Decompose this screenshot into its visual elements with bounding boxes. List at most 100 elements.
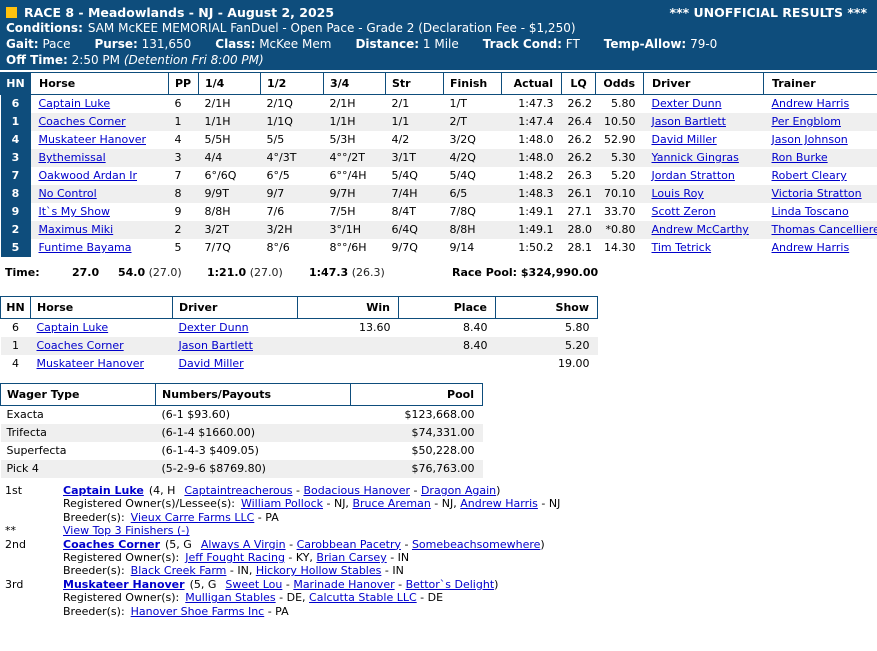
cell-stretch: 1/1 [391,115,410,128]
horse-link[interactable]: Captain Luke [63,484,144,497]
cell-win [298,355,399,373]
cell-odds: 70.10 [604,187,636,200]
separator: - [400,537,412,551]
cell-horse: No Control [31,185,169,203]
horse-link[interactable]: Muskateer Hanover [36,357,145,370]
driver-link[interactable]: Louis Roy [651,187,704,200]
cell-lq: 26.1 [567,187,593,200]
track-cond-label: Track Cond: [482,37,562,51]
dam-link[interactable]: Carobbean Pacetry [296,537,401,551]
breeder-label: Breeder(s): [63,564,125,578]
breeder-state: - IN, [226,564,253,578]
horse-link[interactable]: Coaches Corner [36,339,124,352]
distance-value: 1 Mile [422,37,459,51]
horse-link[interactable]: No Control [38,187,97,200]
trainer-link[interactable]: Per Engblom [771,115,841,128]
driver-link[interactable]: Jason Bartlett [651,115,727,128]
driver-link[interactable]: Tim Tetrick [651,241,712,254]
view-top3-link[interactable]: View Top 3 Finishers (-) [63,524,190,538]
damsire-link[interactable]: Somebeachsomewhere [411,537,541,551]
cell-stretch: 9/7Q [391,241,418,254]
horse-link[interactable]: Coaches Corner [38,115,126,128]
trainer-link[interactable]: Thomas Cancelliere [771,223,877,236]
trainer-link[interactable]: Robert Cleary [771,169,847,182]
cell-quarter: 1/1H [204,115,231,128]
owner-link[interactable]: Brian Carsey [316,551,387,565]
age-sex: (4, H [148,484,176,497]
cell-horse: It`s My Show [31,203,169,221]
breeder-link[interactable]: Hickory Hollow Stables [255,564,382,578]
sire-link[interactable]: Captaintreacherous [184,484,293,497]
cell-quarter: 4/4 [204,151,223,164]
horse-link[interactable]: Maximus Miki [38,223,114,236]
driver-link[interactable]: Dexter Dunn [651,97,722,110]
horse-link[interactable]: Bythemissal [38,151,106,164]
breeder-link[interactable]: Black Creek Farm [130,564,227,578]
cell-odds: 5.20 [611,169,636,182]
damsire-link[interactable]: Dragon Again [420,484,497,497]
driver-link[interactable]: Dexter Dunn [178,321,249,334]
breeder-link[interactable]: Hanover Shoe Farms Inc [130,604,265,618]
off-time-label: Off Time: [6,53,68,67]
owner-link[interactable]: William Pollock [240,497,323,511]
horse-link[interactable]: Captain Luke [38,97,111,110]
owner-link[interactable]: Jeff Fought Racing [185,551,285,565]
cell-quarter: 6°/6Q [204,169,237,182]
dam-link[interactable]: Marinade Hanover [293,577,395,591]
cell-actual: 1:48.0 [518,151,554,164]
trainer-link[interactable]: Andrew Harris [771,241,850,254]
cell-quarter: 3/2T [204,223,229,236]
owner-state: - NJ [537,497,561,511]
sire-link[interactable]: Always A Virgin [200,537,286,551]
driver-link[interactable]: Yannick Gingras [651,151,739,164]
breeder-link[interactable]: Vieux Carre Farms LLC [130,510,255,524]
horse-link[interactable]: Coaches Corner [63,537,161,551]
view-top3-line: ** View Top 3 Finishers (-) [0,524,877,537]
driver-link[interactable]: David Miller [651,133,717,146]
cell-actual: 1:47.3 [518,97,554,110]
horse-link[interactable]: Funtime Bayama [38,241,132,254]
horse-link[interactable]: Muskateer Hanover [63,577,185,591]
cell-quarter: 7/7Q [204,241,231,254]
horse-link[interactable]: Muskateer Hanover [38,133,147,146]
trainer-link[interactable]: Jason Johnson [771,133,848,146]
cell-trainer: Andrew Harris [764,239,877,257]
separator: - [292,484,304,497]
cell-odds: 5.30 [611,151,636,164]
cell-stretch: 6/4Q [391,223,418,236]
owner-state: - NJ, [430,497,457,511]
trainer-link[interactable]: Andrew Harris [771,97,850,110]
trainer-link[interactable]: Linda Toscano [771,205,849,218]
cell-pp: 7 [174,169,182,182]
owner-label: Registered Owner(s)/Lessee(s): [63,497,235,511]
driver-link[interactable]: Andrew McCarthy [651,223,749,236]
trainer-link[interactable]: Ron Burke [771,151,828,164]
finisher-breeder-line: Breeder(s): Black Creek Farm - IN, Hickor… [0,564,877,577]
sire-link[interactable]: Sweet Lou [225,577,283,591]
driver-link[interactable]: Jordan Stratton [651,169,735,182]
cell-hn: 9 [0,203,31,221]
col-place: Place [398,296,496,319]
finishers-section: 1st Captain Luke (4, H Captaintreacherous … [0,484,877,618]
cell-quarter: 2/1H [204,97,231,110]
result-row: 2 Maximus Miki 2 3/2T 3/2H 3°/1H 6/4Q 8/… [0,221,877,239]
driver-link[interactable]: David Miller [178,357,244,370]
cell-trainer: Thomas Cancelliere [764,221,877,239]
horse-link[interactable]: Oakwood Ardan Ir [38,169,138,182]
owner-link[interactable]: Mulligan Stables [185,591,276,605]
damsire-link[interactable]: Bettor`s Delight [405,577,495,591]
driver-link[interactable]: Scott Zeron [651,205,716,218]
owner-link[interactable]: Calcutta Stable LLC [309,591,417,605]
separator: - [394,577,406,591]
owner-link[interactable]: Andrew Harris [460,497,538,511]
horse-link[interactable]: It`s My Show [38,205,110,218]
horse-link[interactable]: Captain Luke [36,321,109,334]
owner-link[interactable]: Bruce Areman [352,497,431,511]
trainer-link[interactable]: Victoria Stratton [771,187,862,200]
cell-actual: 1:49.1 [518,205,554,218]
dam-link[interactable]: Bodacious Hanover [303,484,410,497]
cell-finish: 1/T [449,97,467,110]
cell-odds: 5.80 [611,97,636,110]
driver-link[interactable]: Jason Bartlett [178,339,254,352]
owner-state: - DE, [275,591,306,605]
